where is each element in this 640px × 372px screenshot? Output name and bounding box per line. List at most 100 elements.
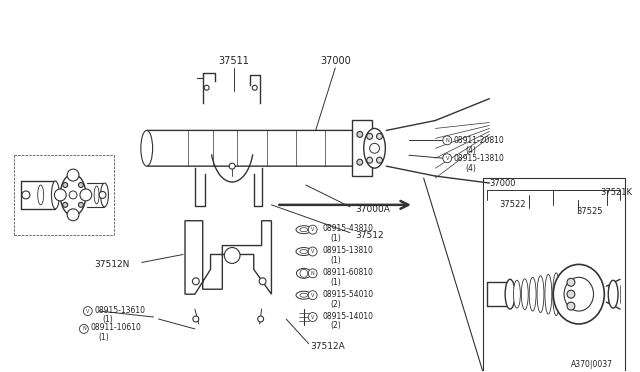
Circle shape: [67, 169, 79, 181]
Circle shape: [367, 157, 372, 163]
Text: (4): (4): [465, 164, 476, 173]
Circle shape: [567, 290, 575, 298]
Circle shape: [443, 154, 452, 163]
Ellipse shape: [537, 276, 544, 312]
Ellipse shape: [300, 250, 308, 253]
Text: 08915-13610: 08915-13610: [95, 305, 146, 315]
Circle shape: [370, 143, 380, 153]
Text: 08911-20810: 08911-20810: [453, 136, 504, 145]
Ellipse shape: [94, 186, 99, 204]
Ellipse shape: [553, 273, 559, 315]
Circle shape: [63, 202, 68, 207]
Text: 08915-14010: 08915-14010: [323, 311, 374, 321]
Polygon shape: [185, 221, 271, 294]
Text: 37000: 37000: [320, 56, 351, 66]
Circle shape: [54, 189, 66, 201]
Text: (1): (1): [330, 234, 341, 243]
Text: V: V: [311, 293, 314, 298]
Circle shape: [376, 157, 383, 163]
Ellipse shape: [564, 277, 593, 311]
Circle shape: [567, 302, 575, 310]
Circle shape: [300, 269, 308, 277]
Ellipse shape: [505, 279, 515, 309]
Text: 37000: 37000: [489, 179, 515, 187]
Text: 08915-54010: 08915-54010: [323, 290, 374, 299]
Text: N: N: [445, 138, 449, 143]
Ellipse shape: [522, 279, 528, 310]
Bar: [352, 121, 372, 176]
Circle shape: [204, 85, 209, 90]
Text: (1): (1): [330, 278, 341, 287]
Text: 37525: 37525: [576, 207, 602, 216]
Circle shape: [193, 278, 199, 285]
Ellipse shape: [300, 293, 308, 297]
Ellipse shape: [300, 228, 308, 232]
Text: 08911-60810: 08911-60810: [323, 268, 373, 277]
FancyBboxPatch shape: [147, 131, 360, 166]
Circle shape: [443, 136, 452, 145]
Ellipse shape: [529, 277, 536, 311]
Text: 37512N: 37512N: [95, 260, 130, 269]
Circle shape: [69, 191, 77, 199]
Ellipse shape: [364, 128, 385, 168]
Ellipse shape: [296, 291, 312, 299]
Ellipse shape: [38, 185, 44, 205]
Ellipse shape: [100, 183, 108, 207]
Circle shape: [79, 183, 83, 187]
Text: N: N: [311, 271, 314, 276]
Text: 37512A: 37512A: [310, 342, 346, 351]
Circle shape: [63, 183, 68, 187]
Text: 37511: 37511: [219, 56, 250, 66]
Circle shape: [376, 134, 383, 140]
Circle shape: [567, 278, 575, 286]
Circle shape: [357, 159, 363, 165]
Ellipse shape: [296, 247, 312, 256]
Ellipse shape: [296, 226, 312, 234]
Circle shape: [367, 134, 372, 140]
Text: 08911-10610: 08911-10610: [91, 323, 141, 333]
Ellipse shape: [51, 181, 60, 209]
Circle shape: [308, 225, 317, 234]
Text: (2): (2): [330, 299, 341, 309]
Text: (1): (1): [99, 333, 109, 342]
Circle shape: [224, 247, 240, 263]
Circle shape: [258, 316, 264, 322]
Circle shape: [259, 278, 266, 285]
Circle shape: [357, 131, 363, 137]
Text: V: V: [86, 308, 90, 314]
Text: 37522: 37522: [499, 201, 525, 209]
Text: (2): (2): [330, 321, 341, 330]
Text: 08915-43810: 08915-43810: [323, 224, 374, 233]
Text: 08915-13810: 08915-13810: [453, 154, 504, 163]
Ellipse shape: [60, 174, 86, 216]
Circle shape: [22, 191, 30, 199]
Circle shape: [252, 85, 257, 90]
Text: (1): (1): [102, 315, 113, 324]
Circle shape: [67, 209, 79, 221]
Text: 37512: 37512: [355, 231, 383, 240]
Circle shape: [229, 163, 235, 169]
Ellipse shape: [561, 271, 568, 317]
Ellipse shape: [141, 131, 152, 166]
Text: V: V: [311, 314, 314, 320]
Circle shape: [308, 269, 317, 278]
Circle shape: [79, 202, 83, 207]
Circle shape: [308, 312, 317, 321]
Text: 37000A: 37000A: [355, 205, 390, 214]
Text: V: V: [311, 227, 314, 232]
Text: 08915-13810: 08915-13810: [323, 246, 373, 255]
Text: N: N: [82, 326, 86, 331]
Text: 37521K: 37521K: [600, 189, 632, 198]
Ellipse shape: [608, 280, 618, 308]
Circle shape: [193, 316, 199, 322]
Ellipse shape: [296, 268, 311, 278]
Circle shape: [83, 307, 92, 315]
Ellipse shape: [513, 280, 520, 308]
Ellipse shape: [545, 274, 552, 314]
Text: A370|0037: A370|0037: [571, 360, 613, 369]
Circle shape: [308, 291, 317, 299]
Text: (1): (1): [330, 256, 341, 265]
Ellipse shape: [553, 264, 604, 324]
Text: V: V: [445, 156, 449, 161]
Circle shape: [99, 192, 106, 198]
